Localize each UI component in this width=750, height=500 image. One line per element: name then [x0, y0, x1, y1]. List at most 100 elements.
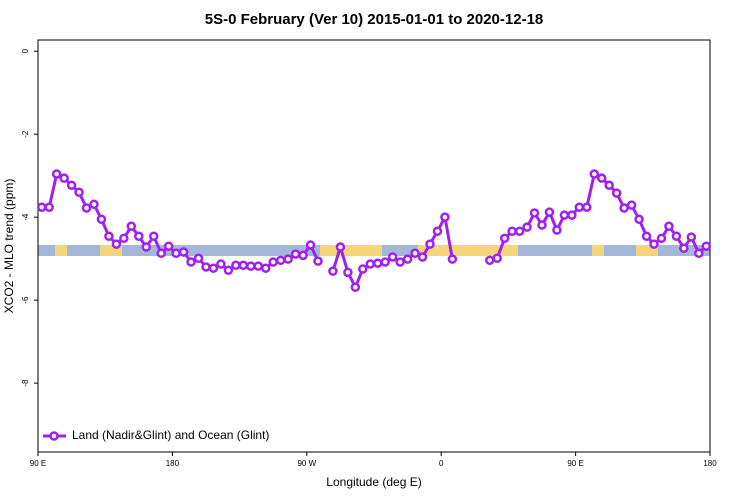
- data-point: [440, 212, 450, 222]
- data-point: [111, 239, 122, 249]
- data-point: [537, 220, 547, 230]
- data-point: [604, 180, 614, 190]
- x-tick-label: 90 E: [567, 459, 583, 468]
- data-point: [44, 202, 54, 212]
- land-band: [592, 245, 604, 256]
- data-point: [223, 265, 234, 276]
- data-point: [656, 233, 667, 244]
- land-band: [320, 245, 382, 256]
- land-band: [55, 245, 67, 256]
- data-point: [156, 248, 166, 259]
- data-point: [305, 240, 316, 250]
- data-point: [350, 282, 361, 293]
- data-point: [671, 231, 682, 241]
- data-point: [499, 233, 510, 244]
- data-point: [641, 231, 652, 241]
- data-point: [484, 255, 495, 266]
- data-point: [328, 266, 338, 276]
- data-point: [649, 239, 659, 249]
- data-point: [335, 242, 346, 252]
- y-tick-label: -2: [21, 130, 30, 138]
- data-point: [358, 264, 368, 274]
- data-point: [193, 253, 204, 263]
- data-point: [567, 210, 577, 220]
- legend-label: Land (Nadir&Glint) and Ocean (Glint): [72, 428, 269, 442]
- data-point: [51, 169, 62, 179]
- data-point: [626, 200, 637, 210]
- y-tick-label: -4: [21, 213, 30, 221]
- data-point: [611, 188, 622, 198]
- data-point: [290, 249, 301, 259]
- data-point: [216, 259, 226, 269]
- series-line: [41, 171, 708, 291]
- data-point: [260, 263, 271, 273]
- x-tick-label: 90 E: [30, 459, 46, 468]
- data-point: [171, 248, 181, 259]
- data-point: [283, 254, 293, 264]
- data-point: [81, 203, 92, 213]
- data-point: [402, 254, 413, 264]
- data-point: [492, 253, 502, 263]
- x-tick-label: 180: [166, 459, 180, 468]
- data-point: [208, 263, 219, 273]
- data-point: [231, 260, 241, 271]
- land-ocean-band: [38, 245, 710, 256]
- data-point: [514, 226, 525, 237]
- chart-title: 5S-0 February (Ver 10) 2015-01-01 to 202…: [205, 11, 544, 28]
- data-point: [186, 257, 196, 267]
- data-point: [148, 231, 159, 241]
- data-point: [343, 267, 353, 278]
- x-axis-label: Longitude (deg E): [326, 475, 421, 489]
- data-point: [686, 232, 697, 242]
- data-point: [178, 247, 189, 257]
- x-tick-label: 180: [703, 459, 717, 468]
- data-point: [96, 214, 107, 224]
- data-point: [268, 257, 278, 267]
- data-point: [36, 202, 47, 212]
- data-point: [372, 258, 383, 268]
- data-point: [74, 187, 84, 198]
- data-point: [163, 241, 174, 251]
- data-point: [66, 180, 77, 190]
- data-point: [238, 260, 249, 271]
- data-point: [126, 221, 137, 232]
- data-point: [59, 173, 69, 183]
- data-point: [447, 254, 458, 264]
- data-point: [589, 169, 600, 179]
- data-point: [694, 248, 704, 259]
- data-point: [507, 226, 517, 237]
- data-point: [552, 225, 562, 235]
- data-point: [313, 256, 323, 266]
- data-point: [387, 252, 398, 262]
- y-tick-label: -6: [21, 296, 30, 304]
- data-point: [634, 214, 644, 224]
- data-point: [417, 252, 428, 262]
- y-tick-label: 0: [21, 48, 30, 53]
- y-axis-label: XCO2 - MLO trend (ppm): [2, 179, 16, 314]
- data-point: [679, 243, 689, 254]
- data-point: [432, 226, 443, 237]
- data-point: [89, 199, 99, 210]
- data-point: [104, 231, 114, 241]
- data-point: [582, 202, 592, 212]
- data-point: [410, 248, 420, 259]
- data-point: [119, 233, 129, 244]
- data-point: [425, 239, 435, 249]
- data-point: [619, 203, 629, 213]
- land-band: [100, 245, 122, 256]
- x-tick-label: 0: [439, 459, 444, 468]
- data-point: [574, 202, 585, 212]
- land-band: [636, 245, 658, 256]
- data-point: [522, 222, 532, 232]
- legend-marker: [49, 431, 59, 441]
- x-tick-label: 90 W: [297, 459, 316, 468]
- data-point: [134, 231, 144, 241]
- data-point: [275, 255, 286, 266]
- data-point: [664, 221, 674, 232]
- data-point: [596, 173, 607, 183]
- data-point: [701, 241, 712, 251]
- data-point: [365, 259, 376, 269]
- data-point: [544, 207, 555, 217]
- data-point: [201, 262, 211, 272]
